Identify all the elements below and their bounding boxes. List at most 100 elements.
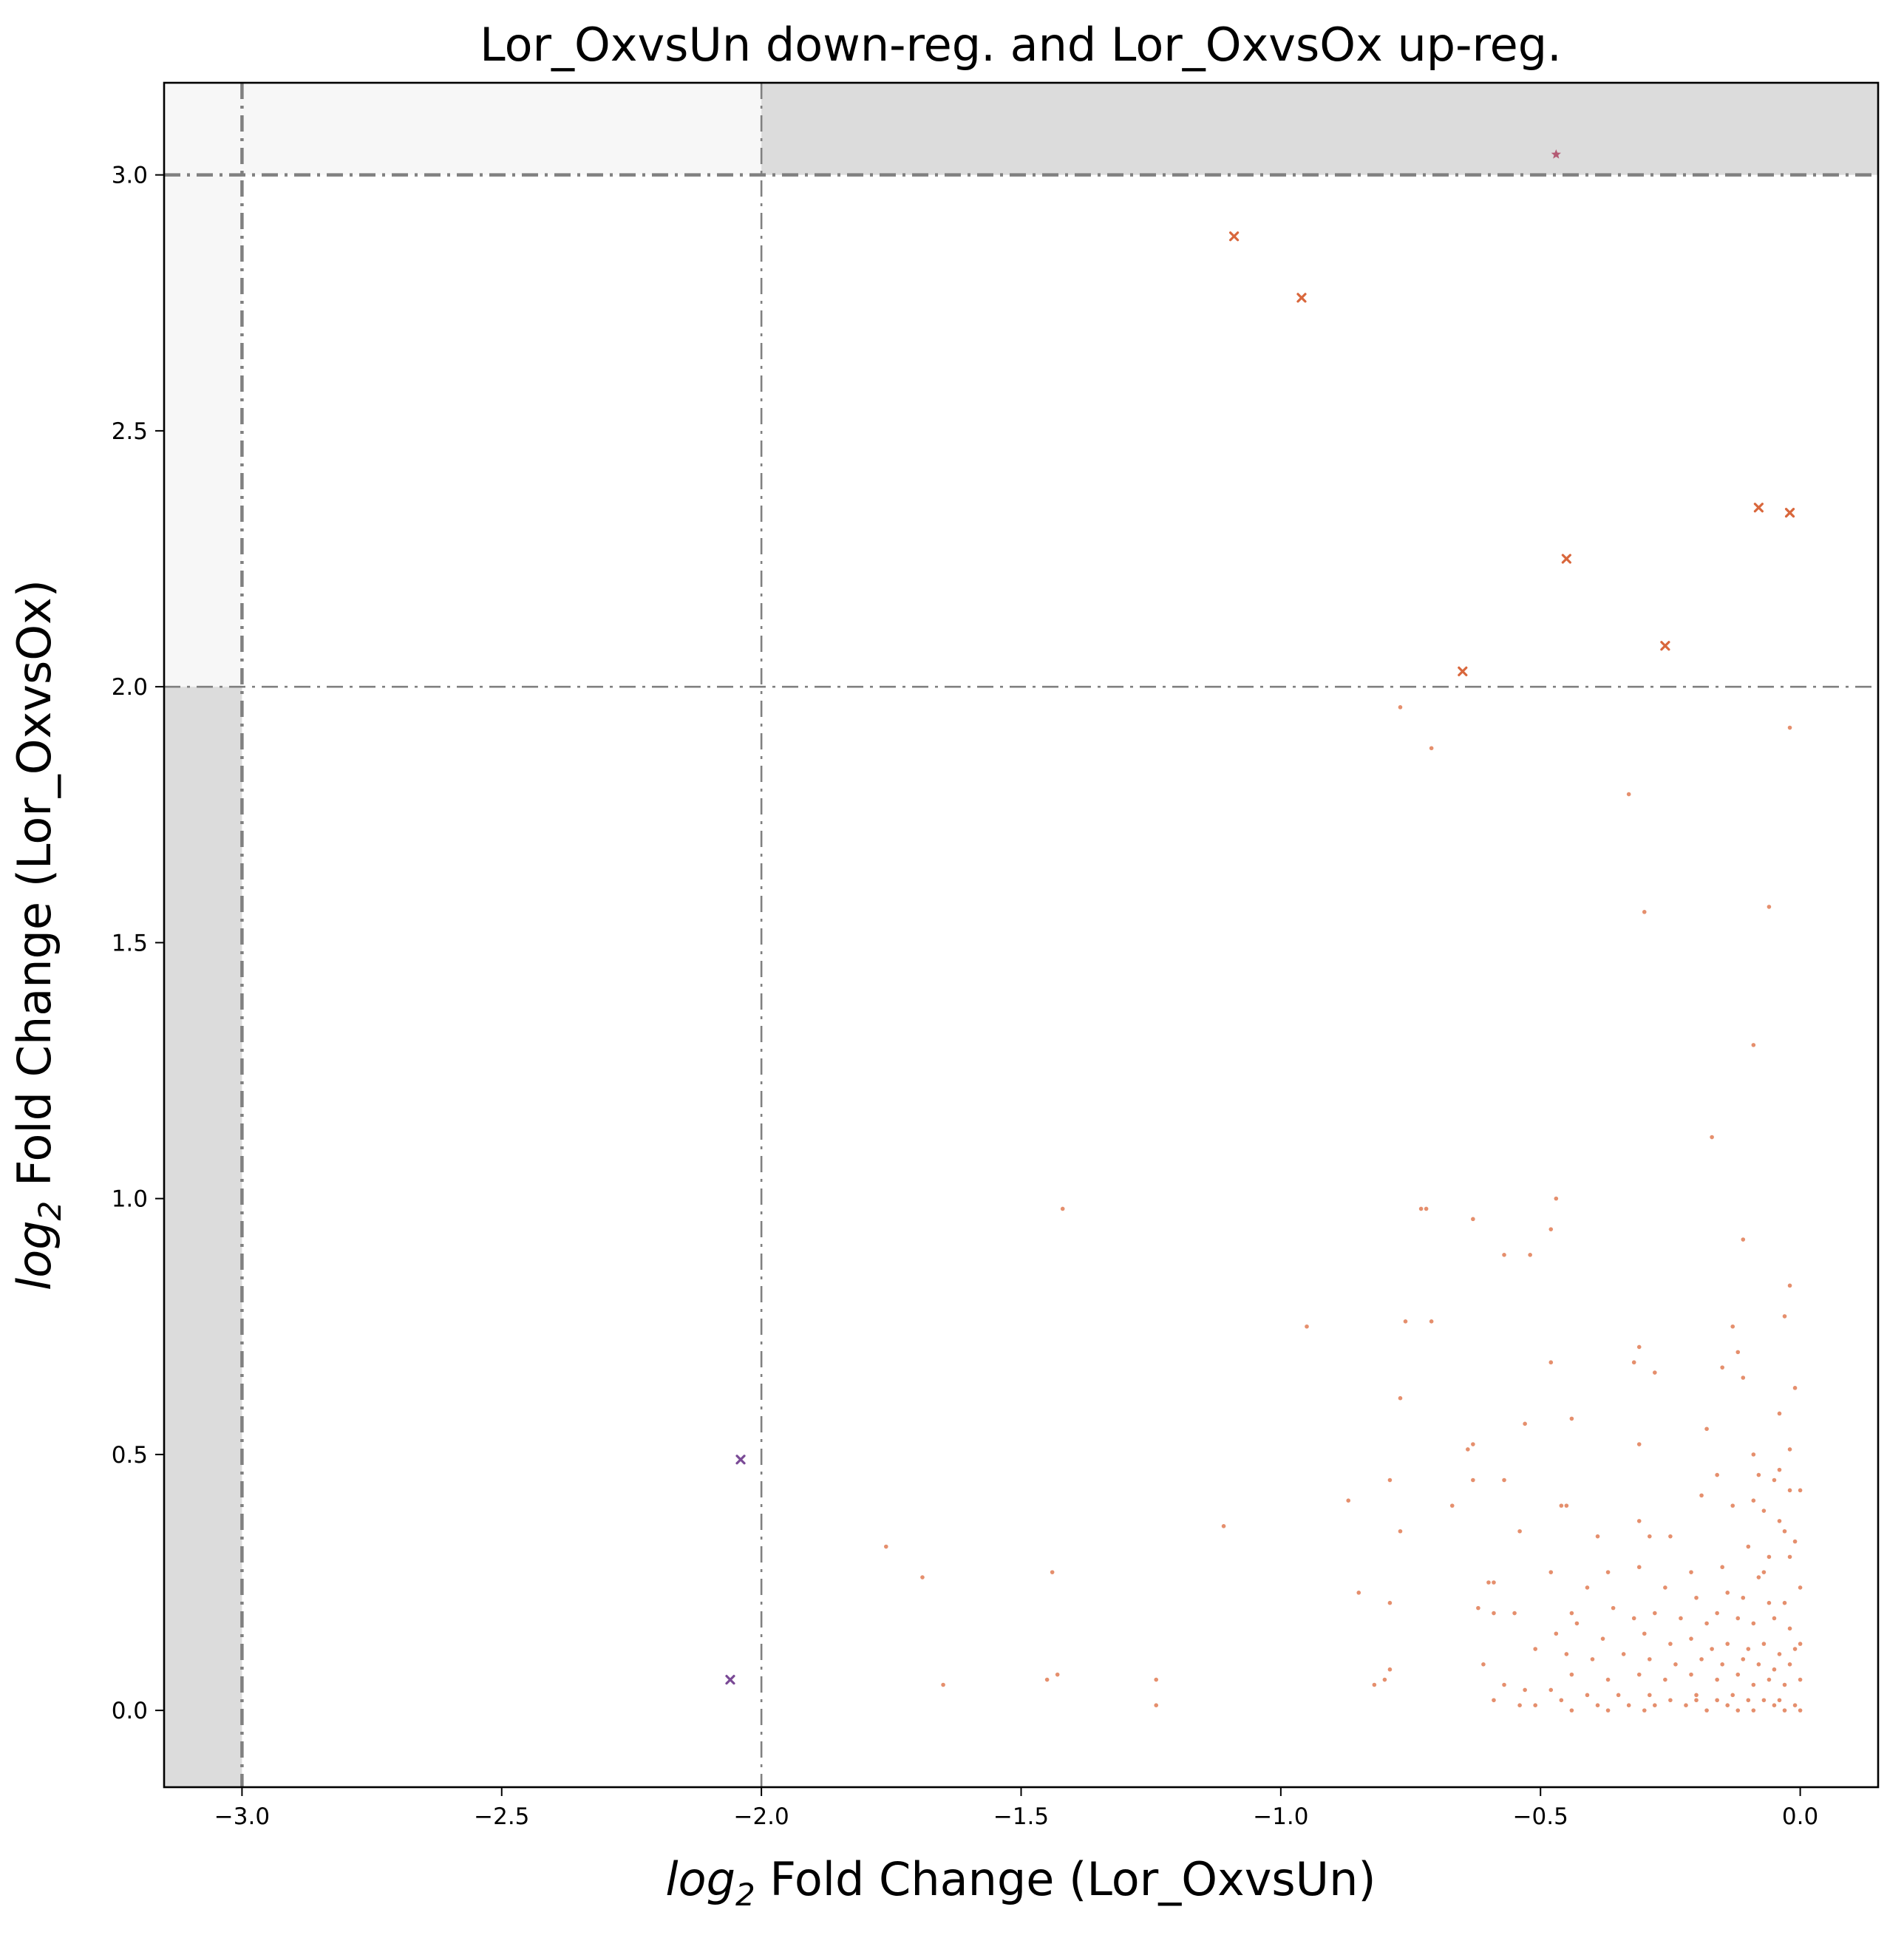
data-point-dot	[1798, 1677, 1803, 1682]
data-point-dot	[1564, 1652, 1569, 1656]
data-point-cross	[1458, 666, 1468, 676]
data-point-dot	[1777, 1519, 1782, 1523]
data-point-dot	[1648, 1693, 1652, 1698]
data-point-dot	[1653, 1611, 1657, 1616]
data-point-dot	[1720, 1662, 1724, 1667]
data-point-dot	[1663, 1585, 1667, 1590]
data-point-dot	[1154, 1703, 1159, 1708]
data-point-dot	[1710, 1647, 1714, 1651]
data-point-dot	[1673, 1662, 1678, 1667]
data-point-dot	[1767, 1600, 1772, 1605]
data-point-dot	[1787, 1447, 1792, 1452]
data-point-dot	[1502, 1682, 1506, 1687]
data-point-dot	[1517, 1703, 1522, 1708]
chart-title: Lor_OxvsUn down-reg. and Lor_OxvsOx up-r…	[480, 18, 1562, 72]
data-points	[725, 149, 1803, 1713]
x-axis-label-log: log	[665, 1852, 735, 1906]
data-point-dot	[1372, 1682, 1377, 1687]
data-point-dot	[1699, 1657, 1704, 1662]
data-point-dot	[1418, 1206, 1424, 1211]
data-point-dot	[1449, 1503, 1455, 1508]
data-point-dot	[1486, 1580, 1491, 1585]
data-point-dot	[1528, 1253, 1532, 1257]
data-point-dot	[1798, 1708, 1803, 1713]
data-point-dot	[1466, 1447, 1470, 1452]
y-axis-label-subscript: 2	[32, 1201, 68, 1221]
data-point-dot	[1715, 1698, 1719, 1703]
data-point-dot	[1751, 1708, 1756, 1713]
data-point-cross	[1561, 554, 1571, 564]
x-axis-label-subscript: 2	[735, 1877, 755, 1913]
data-point-dot	[1663, 1677, 1667, 1682]
data-point-dot	[1787, 1662, 1792, 1667]
data-point-dot	[1605, 1708, 1611, 1713]
data-point-dot	[1694, 1693, 1699, 1698]
data-point-dot	[1559, 1503, 1564, 1508]
data-point-dot	[1424, 1206, 1429, 1211]
data-point-dot	[1636, 1672, 1642, 1677]
data-point-dot	[883, 1544, 888, 1549]
data-point-cross	[1296, 293, 1307, 303]
x-tick-label: −2.0	[733, 1803, 789, 1830]
data-point-dot	[1777, 1652, 1782, 1656]
data-point-dot	[1055, 1672, 1060, 1677]
data-point-dot	[1653, 1703, 1657, 1708]
data-point-dot	[1559, 1698, 1564, 1703]
data-point-dot	[1767, 905, 1772, 909]
data-point-dot	[1735, 1708, 1741, 1713]
data-point-dot	[1782, 1314, 1787, 1319]
data-point-cross	[1753, 503, 1764, 513]
data-point-dot	[1481, 1662, 1486, 1667]
data-point-dot	[1403, 1319, 1408, 1324]
data-point-dot	[1636, 1565, 1642, 1570]
x-tick-label: −1.0	[1253, 1803, 1308, 1830]
y-tick-label: 0.0	[112, 1698, 148, 1724]
data-point-dot	[1787, 725, 1792, 730]
y-axis-ticks: 0.0 0.5 1.0 1.5 2.0 2.5 3.0	[112, 163, 164, 1724]
shaded-region	[164, 687, 242, 1787]
data-point-dot	[1346, 1498, 1351, 1503]
data-point-dot	[1429, 1319, 1434, 1324]
data-point-dot	[1636, 1344, 1642, 1350]
data-point-dot	[1492, 1611, 1496, 1616]
data-point-dot	[1782, 1600, 1787, 1605]
data-point-dot	[1398, 705, 1403, 710]
x-axis-ticks: −3.0 −2.5 −2.0 −1.5 −1.0 −0.5 0.0	[214, 1787, 1818, 1830]
data-point-dot	[1767, 1677, 1772, 1682]
x-tick-label: −0.5	[1513, 1803, 1568, 1830]
data-point-dot	[1735, 1672, 1741, 1677]
shaded-regions	[164, 83, 1878, 1787]
data-point-dot	[1387, 1477, 1393, 1483]
data-point-dot	[1626, 1703, 1631, 1708]
data-point-dot	[1533, 1703, 1537, 1708]
x-axis-label-text: Fold Change (Lor_OxvsUn)	[755, 1852, 1376, 1906]
data-point-dot	[1585, 1585, 1590, 1590]
data-point-dot	[1429, 746, 1434, 751]
x-tick-label: −1.5	[993, 1803, 1049, 1830]
data-point-dot	[1741, 1237, 1746, 1242]
data-point-dot	[1772, 1616, 1777, 1621]
data-point-dot	[1730, 1693, 1735, 1698]
data-point-dot	[1751, 1498, 1756, 1503]
y-tick-label: 2.5	[112, 418, 148, 445]
data-point-dot	[1387, 1667, 1393, 1672]
data-point-dot	[1761, 1642, 1767, 1646]
data-point-cross	[1229, 231, 1240, 242]
data-point-dot	[1787, 1283, 1792, 1288]
data-point-dot	[1756, 1662, 1761, 1667]
data-point-dot	[1621, 1652, 1626, 1656]
data-point-dot	[1735, 1616, 1741, 1621]
data-point-dot	[1699, 1493, 1704, 1498]
data-point-dot	[1792, 1539, 1798, 1544]
data-point-dot	[1741, 1657, 1746, 1662]
data-point-dot	[1636, 1519, 1642, 1523]
data-point-dot	[1792, 1703, 1798, 1708]
data-point-dot	[1569, 1708, 1574, 1713]
data-point-dot	[1694, 1698, 1699, 1703]
data-point-cross	[725, 1674, 735, 1685]
y-axis-label: log2 Fold Change (Lor_OxvsOx)	[7, 579, 68, 1290]
data-point-dot	[1746, 1647, 1751, 1651]
y-tick-label: 1.0	[112, 1186, 148, 1213]
y-tick-label: 3.0	[112, 163, 148, 189]
